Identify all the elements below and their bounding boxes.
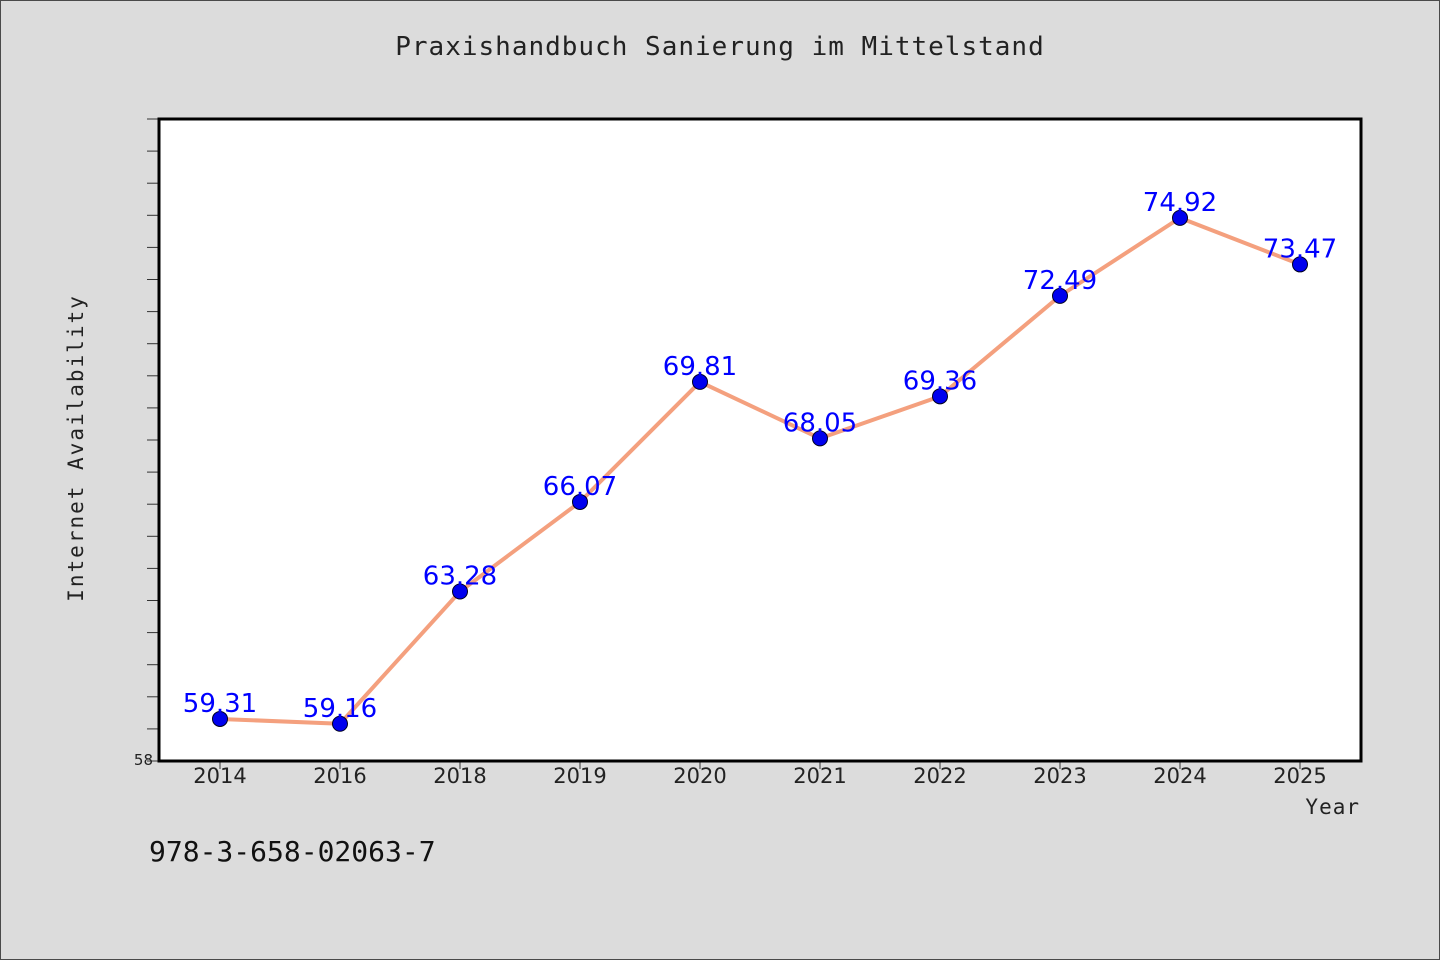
data-label: 59.31 bbox=[183, 689, 257, 719]
x-tick-label: 2023 bbox=[1033, 764, 1086, 788]
data-label: 69.81 bbox=[663, 352, 737, 382]
x-tick-label: 2016 bbox=[313, 764, 366, 788]
data-point bbox=[1052, 287, 1068, 304]
data-label: 72.49 bbox=[1023, 266, 1097, 296]
data-label: 63.28 bbox=[423, 562, 497, 592]
x-tick-label: 2021 bbox=[793, 764, 846, 788]
x-tick-label: 2014 bbox=[193, 764, 246, 788]
x-tick-label: 2022 bbox=[913, 764, 966, 788]
data-point bbox=[692, 373, 708, 390]
data-label: 59.16 bbox=[303, 694, 377, 724]
data-point bbox=[1292, 256, 1308, 273]
data-label: 66.07 bbox=[543, 472, 617, 502]
data-label: 73.47 bbox=[1263, 234, 1337, 264]
y-tick-label: 58 bbox=[134, 751, 153, 769]
data-point bbox=[1172, 209, 1188, 226]
data-point bbox=[572, 493, 588, 510]
x-tick-label: 2019 bbox=[553, 764, 606, 788]
series-line bbox=[218, 215, 1302, 726]
data-point bbox=[332, 715, 348, 732]
plot-border bbox=[157, 117, 1363, 763]
data-point bbox=[812, 430, 828, 447]
data-label: 74.92 bbox=[1143, 188, 1217, 218]
data-point bbox=[212, 710, 228, 727]
x-tick-label: 2025 bbox=[1273, 764, 1326, 788]
data-point bbox=[452, 583, 468, 600]
data-point bbox=[932, 388, 948, 405]
footer-code: 978-3-658-02063-7 bbox=[149, 835, 436, 868]
x-tick-label: 2024 bbox=[1153, 764, 1206, 788]
x-tick-label: 2020 bbox=[673, 764, 726, 788]
data-label: 68.05 bbox=[783, 408, 857, 438]
x-tick-label: 2018 bbox=[433, 764, 486, 788]
chart-title: Praxishandbuch Sanierung im Mittelstand bbox=[395, 32, 1045, 62]
data-label: 69.36 bbox=[903, 366, 977, 396]
plot-area bbox=[159, 119, 1361, 761]
x-axis-label: Year bbox=[1305, 795, 1360, 819]
